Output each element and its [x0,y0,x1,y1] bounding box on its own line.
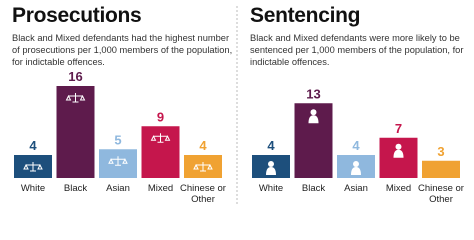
value-label: 4 [267,138,275,153]
person-icon [308,115,319,124]
category-label: Asian [106,183,130,194]
value-label: 5 [114,132,121,147]
value-label: 3 [437,144,444,159]
category-label: White [258,183,284,194]
category-label: White [20,183,46,194]
category-label: Black [301,183,326,194]
chart-subtitle: Black and Mixed defendants had the highe… [12,33,233,67]
category-label: Chinese or Other [180,183,226,205]
value-label: 16 [68,69,82,84]
chart-title: Sentencing [250,4,361,27]
value-label: 13 [306,86,320,101]
category-label: Black [63,183,88,194]
chart-subtitle: Black and Mixed defendants were more lik… [250,33,464,67]
value-label: 4 [199,138,207,153]
infographic: 4 16 5 9 4 4 13 4 7 3 Prosecutions Black and Mixed… [12,4,464,205]
scales-icon [150,133,171,143]
scales-icon [108,156,128,166]
person-icon [353,161,359,167]
value-label: 7 [395,121,402,136]
person-icon [266,167,276,175]
person-icon [393,149,404,158]
category-label: Chinese or Other [418,183,464,205]
person-icon [395,143,402,150]
person-icon [268,161,274,167]
chart: 4 16 5 9 4 4 13 4 7 3 [14,6,460,205]
category-label: Mixed [385,183,412,194]
person-icon [351,167,361,175]
bar [422,160,460,178]
scales-icon [23,162,43,172]
chart-title: Prosecutions [12,4,142,27]
scales-icon [193,162,213,172]
person-icon [310,109,317,116]
value-label: 4 [29,138,37,153]
value-label: 4 [352,138,360,153]
value-label: 9 [157,109,164,124]
scales-icon [65,93,86,103]
category-label: Mixed [147,183,174,194]
category-label: Asian [344,183,368,194]
